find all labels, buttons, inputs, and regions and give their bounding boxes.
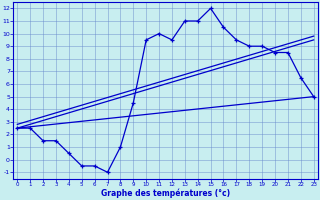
X-axis label: Graphe des températures (°c): Graphe des températures (°c): [101, 188, 230, 198]
